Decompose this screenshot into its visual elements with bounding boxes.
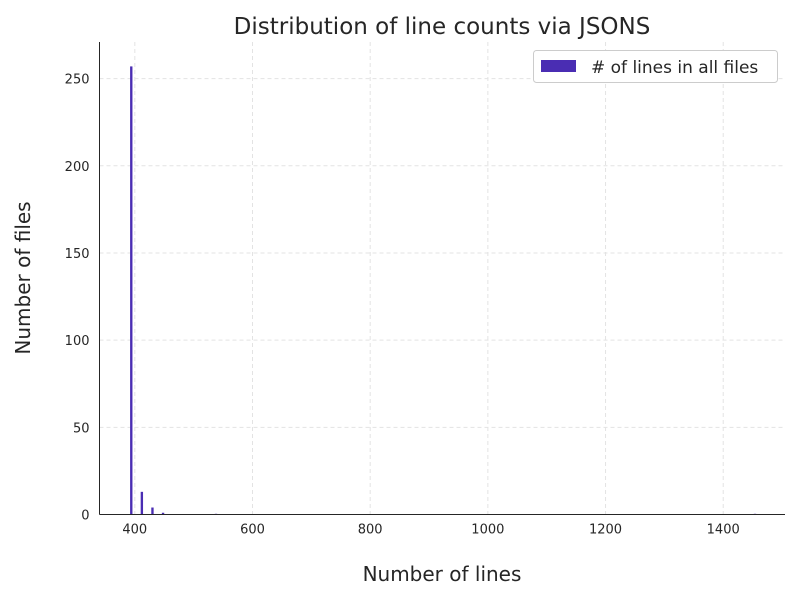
y-tick-label: 250 <box>65 73 90 88</box>
legend-frame <box>533 50 778 83</box>
y-tick-label: 100 <box>65 334 90 349</box>
y-axis-label: Number of files <box>11 201 35 354</box>
chart-title: Distribution of line counts via JSONS <box>234 14 651 40</box>
x-tick-label: 600 <box>240 523 265 538</box>
y-tick-label: 50 <box>73 421 90 436</box>
legend-label: # of lines in all files <box>591 58 758 78</box>
legend-swatch <box>541 60 576 72</box>
x-tick-label: 400 <box>122 523 147 538</box>
x-tick-label: 1200 <box>589 523 622 538</box>
grid-lines <box>99 42 785 515</box>
histogram-bar <box>151 507 154 515</box>
x-tick-label: 1000 <box>471 523 504 538</box>
y-tick-label: 150 <box>65 247 90 262</box>
bars <box>130 66 757 515</box>
y-ticks: 0 50 100 150 200 250 <box>65 73 90 524</box>
x-ticks: 400 600 800 1000 1200 1400 <box>122 523 739 538</box>
legend: # of lines in all files <box>533 50 778 83</box>
x-axis-label: Number of lines <box>363 562 522 586</box>
y-tick-label: 200 <box>65 160 90 175</box>
histogram-bar <box>161 512 165 515</box>
histogram-bar <box>130 66 133 515</box>
y-tick-label: 0 <box>81 509 89 524</box>
histogram-bar <box>140 491 144 515</box>
x-tick-label: 800 <box>358 523 383 538</box>
x-tick-label: 1400 <box>707 523 740 538</box>
